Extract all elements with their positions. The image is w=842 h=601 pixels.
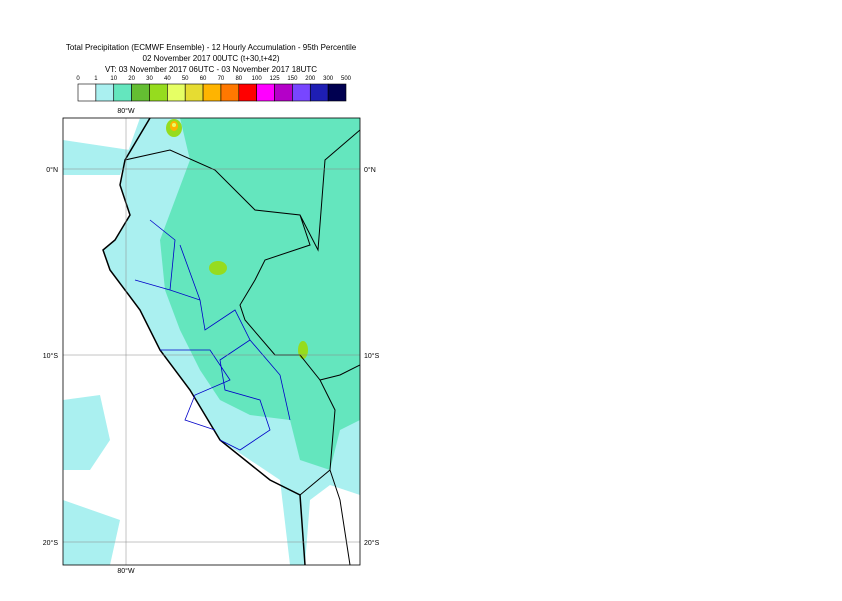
- colorbar-label: 300: [323, 76, 334, 82]
- colorbar-box: [167, 83, 186, 102]
- colorbar-box: [274, 83, 293, 102]
- lon-label: 80°W: [117, 107, 135, 115]
- colorbar-box: [95, 83, 115, 102]
- colorbar-label: 20: [128, 76, 135, 82]
- colorbar-label: 200: [305, 76, 316, 82]
- colorbar-box: [256, 83, 275, 102]
- title: Total Precipitation (ECMWF Ensemble) - 1…: [66, 43, 357, 52]
- colorbar-label: 500: [341, 76, 352, 82]
- run-time: 02 November 2017 00UTC (t+30,t+42): [143, 54, 280, 63]
- colorbar-box: [309, 83, 329, 102]
- colorbar-box: [184, 83, 204, 102]
- lat-label: 10°S: [43, 352, 59, 360]
- lat-label: 10°S: [364, 352, 380, 360]
- colorbar-label: 80: [235, 76, 242, 82]
- colorbar-box: [292, 83, 311, 102]
- lat-label: 20°S: [364, 539, 380, 547]
- lat-label: 0°N: [364, 166, 376, 174]
- colorbar-box: [113, 83, 132, 102]
- colorbar-label: 100: [252, 76, 263, 82]
- lat-label: 0°N: [46, 166, 58, 174]
- colorbar-label: 50: [182, 76, 189, 82]
- colorbar: 0 1 10 20 30 40 50 60 70 80 100 125 150 200 300 500: [76, 76, 352, 102]
- colorbar-box: [131, 83, 150, 102]
- colorbar-label: 30: [146, 76, 153, 82]
- colorbar-box: [220, 83, 240, 102]
- colorbar-box: [149, 83, 168, 102]
- colorbar-label: 70: [218, 76, 225, 82]
- lat-label: 20°S: [43, 539, 59, 547]
- colorbar-label: 125: [270, 76, 281, 82]
- colorbar-label: 1: [94, 76, 98, 82]
- lon-label: 80°W: [117, 567, 135, 575]
- colorbar-box: [238, 83, 257, 102]
- colorbar-box: [202, 83, 222, 102]
- colorbar-box: [327, 83, 347, 102]
- map: [63, 118, 360, 565]
- map-frame: [62, 117, 361, 566]
- colorbar-label: 150: [287, 76, 298, 82]
- colorbar-label: 10: [110, 76, 117, 82]
- colorbar-box: [77, 83, 97, 102]
- colorbar-label: 0: [76, 76, 80, 82]
- colorbar-label: 60: [200, 76, 207, 82]
- valid-time: VT: 03 November 2017 06UTC - 03 November…: [105, 65, 317, 74]
- colorbar-label: 40: [164, 76, 171, 82]
